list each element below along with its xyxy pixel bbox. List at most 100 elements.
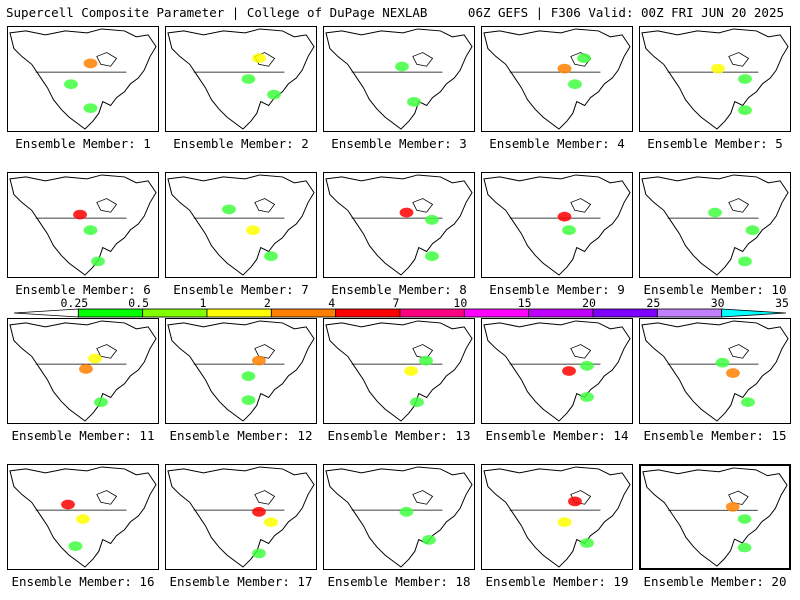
member-label: Ensemble Member: 7 (173, 282, 309, 297)
ensemble-member-map[interactable] (165, 318, 317, 424)
legend-swatch (13, 308, 79, 318)
scp-contour (264, 251, 278, 262)
ensemble-member-map[interactable] (481, 172, 633, 278)
ensemble-member-map[interactable] (323, 318, 475, 424)
ensemble-member-map[interactable] (639, 318, 791, 424)
hudson-bay-outline (96, 490, 118, 505)
coastline (325, 174, 473, 276)
ensemble-member-map[interactable] (481, 318, 633, 424)
ensemble-member-map[interactable] (7, 26, 159, 132)
scp-contour (580, 538, 594, 548)
ensemble-member-map[interactable] (165, 464, 317, 570)
scp-contour (88, 353, 102, 364)
scp-contour (745, 225, 760, 236)
legend-swatch (528, 308, 594, 318)
scp-contour (76, 514, 90, 524)
ensemble-member-map[interactable] (639, 464, 791, 570)
ensemble-member-map[interactable] (639, 172, 791, 278)
member-label: Ensemble Member: 10 (643, 282, 787, 297)
scp-contour (267, 89, 281, 100)
coastline (9, 320, 157, 422)
hudson-bay-outline (96, 52, 118, 67)
scp-contour (241, 371, 256, 382)
coastline (325, 28, 473, 130)
legend-swatch (399, 308, 465, 318)
legend-tick-label: 30 (710, 296, 725, 310)
member-label: Ensemble Member: 12 (169, 428, 313, 443)
scp-contour (568, 496, 582, 507)
coastline (483, 28, 631, 130)
legend-tick-label: 15 (517, 296, 532, 310)
member-label: Ensemble Member: 19 (485, 574, 629, 589)
hudson-bay-outline (728, 490, 749, 505)
ensemble-member-map[interactable] (323, 26, 475, 132)
scp-contour (264, 517, 278, 528)
member-label: Ensemble Member: 16 (11, 574, 155, 589)
scp-contour (741, 397, 755, 408)
scp-contour (222, 204, 236, 215)
member-label: Ensemble Member: 5 (647, 136, 783, 151)
ensemble-member-map[interactable] (7, 464, 159, 570)
hudson-bay-outline (728, 198, 750, 213)
hudson-bay-outline (570, 198, 592, 213)
member-label: Ensemble Member: 2 (173, 136, 309, 151)
legend-swatch (721, 308, 787, 318)
scp-contour (562, 225, 576, 236)
ensemble-member-map[interactable] (165, 26, 317, 132)
scp-contour (61, 499, 75, 510)
hudson-bay-outline (254, 198, 276, 213)
scp-contour (83, 103, 98, 114)
legend-tick-label: 20 (582, 296, 596, 310)
coastline (641, 28, 789, 130)
ensemble-member-map[interactable] (323, 464, 475, 570)
member-label: Ensemble Member: 15 (643, 428, 787, 443)
member-label: Ensemble Member: 14 (485, 428, 629, 443)
member-label: Ensemble Member: 9 (489, 282, 625, 297)
member-label: Ensemble Member: 8 (331, 282, 467, 297)
ensemble-member-map[interactable] (481, 26, 633, 132)
legend-bar (13, 308, 787, 318)
scp-contour (252, 53, 266, 64)
scp-contour (738, 105, 752, 116)
coastline (167, 466, 315, 568)
scp-contour (708, 207, 722, 218)
member-label: Ensemble Member: 6 (15, 282, 151, 297)
ensemble-member-map[interactable] (165, 172, 317, 278)
legend-swatch (142, 308, 208, 318)
member-label: Ensemble Member: 18 (327, 574, 471, 589)
scp-contour (404, 366, 418, 376)
coastline (641, 174, 789, 276)
hudson-bay-outline (254, 344, 276, 359)
hudson-bay-outline (728, 52, 750, 67)
legend-tick-label: 0.25 (60, 296, 89, 310)
coastline (9, 174, 157, 276)
ensemble-member-map[interactable] (7, 172, 159, 278)
scp-contour (399, 207, 414, 218)
scp-contour (64, 79, 78, 90)
scp-contour (246, 225, 260, 236)
chart-title: Supercell Composite Parameter | College … (6, 5, 428, 20)
hudson-bay-outline (412, 198, 434, 213)
scp-contour (419, 355, 433, 366)
coastline (9, 28, 157, 130)
member-label: Ensemble Member: 1 (15, 136, 151, 151)
legend-tick-label: 2 (263, 296, 271, 310)
coastline (325, 320, 473, 422)
scp-contour (68, 541, 83, 552)
ensemble-member-map[interactable] (323, 172, 475, 278)
legend-swatch (656, 308, 723, 318)
legend-tick-label: 7 (392, 296, 400, 310)
ensemble-member-map[interactable] (481, 464, 633, 570)
ensemble-member-map[interactable] (7, 318, 159, 424)
scp-contour (557, 63, 572, 74)
scp-contour (580, 360, 594, 371)
scp-contour (738, 74, 752, 84)
scp-contour (577, 53, 591, 64)
scp-contour (94, 397, 108, 408)
ensemble-member-map[interactable] (639, 26, 791, 132)
color-legend: 0.25 0.5 1 2 4 7 10 15 20 25 30 35 (0, 296, 800, 322)
coastline (641, 320, 789, 422)
scp-contour (407, 96, 421, 107)
member-label: Ensemble Member: 4 (489, 136, 625, 151)
legend-tick-label: 4 (328, 296, 336, 310)
